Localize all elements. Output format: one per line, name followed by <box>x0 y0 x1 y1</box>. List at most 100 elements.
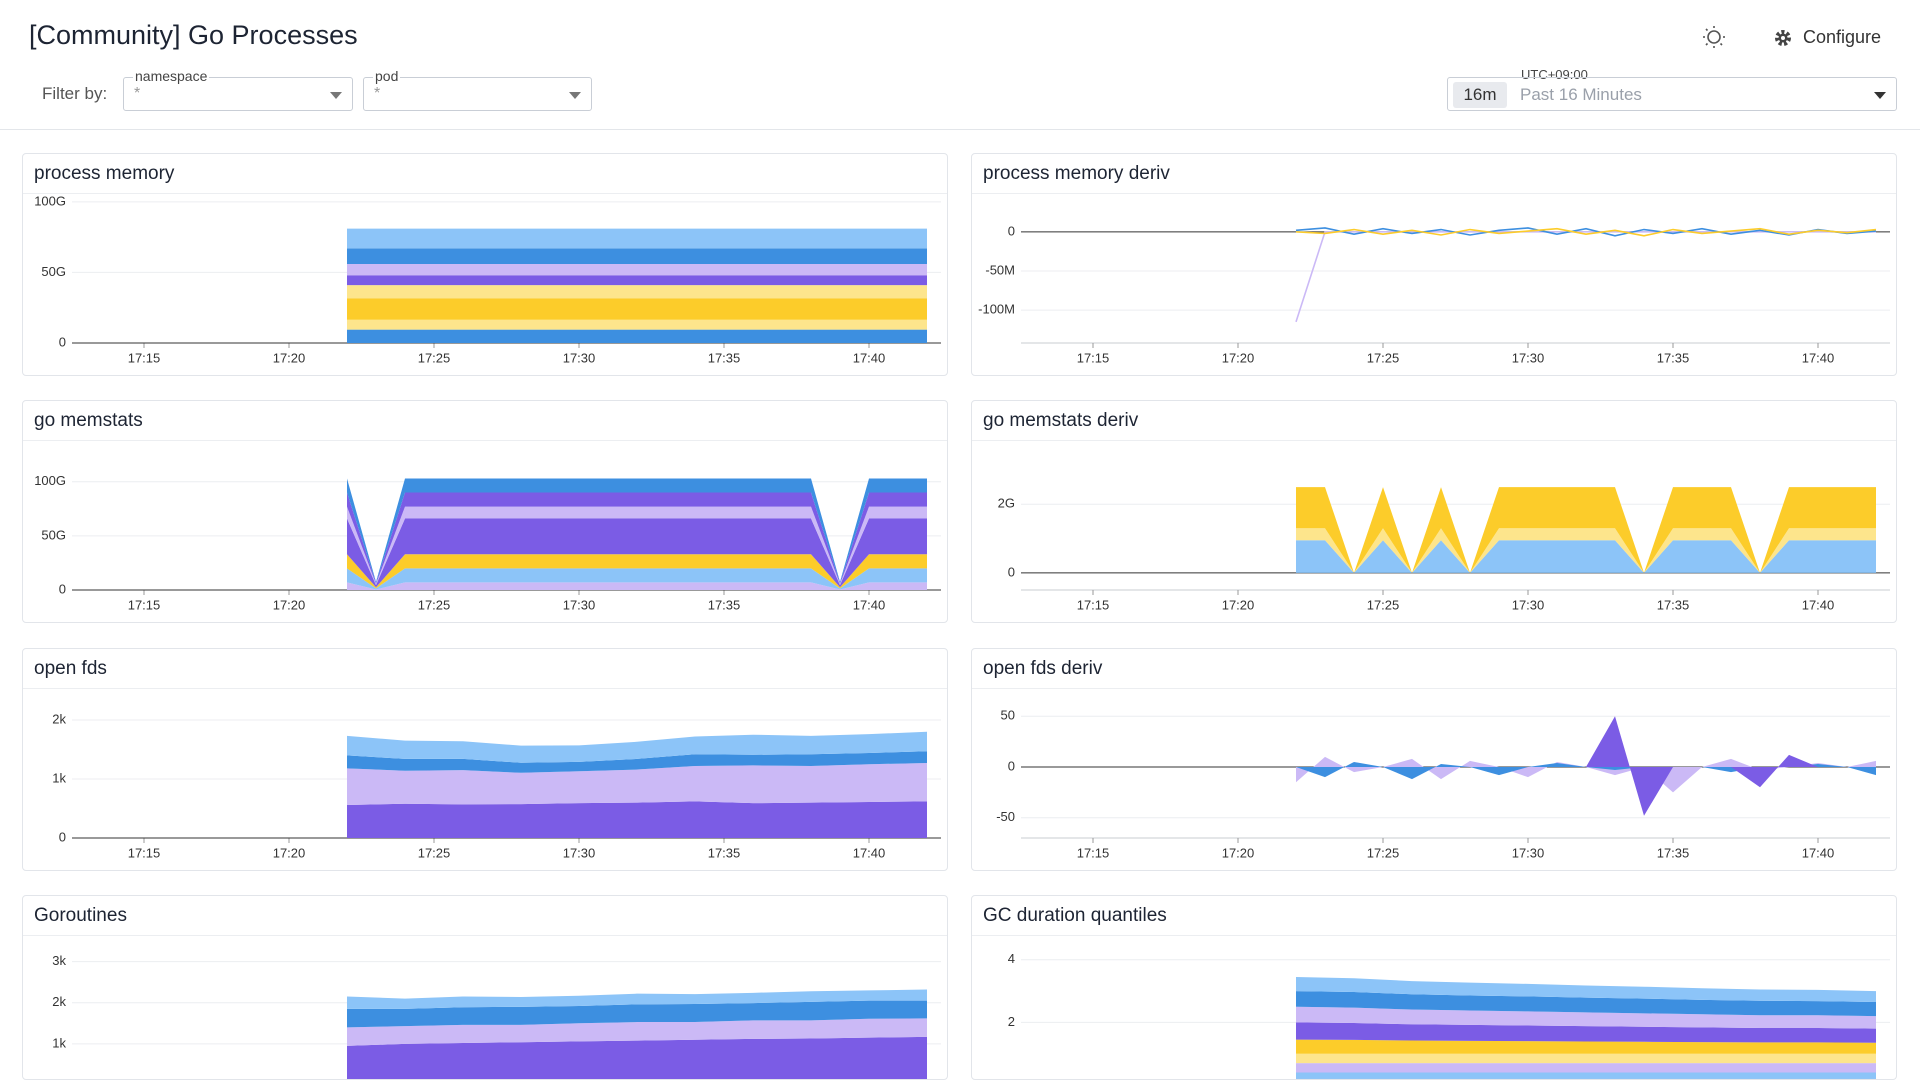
series-group <box>347 478 927 590</box>
x-tick-label: 17:25 <box>418 845 451 860</box>
y-tick-label: 2 <box>1008 1014 1015 1029</box>
x-tick-label: 17:35 <box>708 597 741 612</box>
panel: 17:1517:2017:2517:3017:3517:401k2k3kGoro… <box>22 895 948 1080</box>
area <box>1296 487 1876 573</box>
caret <box>330 92 342 99</box>
area <box>1296 1072 1876 1079</box>
series-group <box>1295 227 1877 323</box>
series-group <box>1296 716 1876 816</box>
y-tick-label: 3k <box>52 953 66 968</box>
area <box>347 275 927 286</box>
chart: 17:15 17:20 17:25 17:30 17:35 17:40 0 50G 100G <box>34 473 941 612</box>
line <box>1295 227 1877 237</box>
area <box>1296 761 1876 780</box>
y-tick-label: 4 <box>1008 951 1015 966</box>
area <box>347 298 927 320</box>
x-tick-label: 17:20 <box>1222 350 1255 365</box>
y-tick-label: 2k <box>52 994 66 1009</box>
y-tick-label: 0 <box>59 581 66 596</box>
y-tick-label: 1k <box>52 770 66 785</box>
namespace-select[interactable]: namespace * <box>123 68 353 111</box>
panel: 17:15 17:20 17:25 17:30 17:35 17:40 50 0 -50 open… <box>971 648 1897 871</box>
panel: 17:15 17:20 17:25 17:30 17:35 17:40 0 2G go mems… <box>971 400 1897 623</box>
x-tick-label: 17:40 <box>1802 845 1835 860</box>
y-tick-label: 0 <box>59 334 66 349</box>
area <box>1296 1006 1876 1029</box>
theme-toggle[interactable] <box>1700 20 1732 52</box>
y-tick-label: 50 <box>1001 708 1015 723</box>
x-tick-label: 17:15 <box>1077 350 1110 365</box>
x-tick-label: 17:15 <box>1077 597 1110 612</box>
y-tick-label: 0 <box>1008 564 1015 579</box>
x-tick-label: 17:30 <box>1512 350 1545 365</box>
area <box>347 731 927 763</box>
caret <box>569 92 581 99</box>
dashboard-title: [Community] Go Processes <box>29 20 358 50</box>
y-tick-label: 2k <box>52 711 66 726</box>
panel-title: process memory deriv <box>972 154 1896 194</box>
y-tick-label: 100G <box>34 473 66 488</box>
gear-icon[interactable] <box>1773 28 1793 48</box>
y-tick-label: -50 <box>996 809 1015 824</box>
panel: 17:15 17:20 17:25 17:30 17:35 17:40 0 1k 2k open … <box>22 648 948 871</box>
area <box>347 478 927 583</box>
area <box>1296 1053 1876 1064</box>
select-value: * <box>374 85 381 102</box>
filter-label: Filter by: <box>42 84 108 103</box>
x-tick-label: 17:35 <box>1657 597 1690 612</box>
select-label: pod <box>373 68 401 84</box>
area <box>347 329 927 343</box>
time-range: Past 16 Minutes <box>1520 85 1642 104</box>
area <box>347 492 927 585</box>
area <box>1296 1063 1876 1073</box>
x-tick-label: 17:35 <box>1657 350 1690 365</box>
pod-select[interactable]: pod * <box>363 68 592 111</box>
x-tick-label: 17:25 <box>1367 350 1400 365</box>
area <box>347 248 927 264</box>
x-tick-label: 17:15 <box>128 845 161 860</box>
area <box>1296 756 1876 793</box>
chart: 17:15 17:20 17:25 17:30 17:35 17:40 0 2G <box>998 487 1890 612</box>
area <box>1296 540 1876 573</box>
y-tick-label: -100M <box>978 302 1015 317</box>
area <box>1296 977 1876 1003</box>
panel-title: GC duration quantiles <box>972 896 1896 936</box>
y-tick-label: 1k <box>52 1035 66 1050</box>
x-tick-label: 17:35 <box>708 845 741 860</box>
area <box>1296 1039 1876 1054</box>
x-tick-label: 17:30 <box>563 597 596 612</box>
configure-button[interactable]: Configure <box>1803 27 1882 47</box>
x-tick-label: 17:40 <box>853 597 886 612</box>
line <box>1295 231 1876 323</box>
series-group <box>347 228 927 343</box>
x-tick-label: 17:30 <box>1512 845 1545 860</box>
x-tick-label: 17:15 <box>1077 845 1110 860</box>
caret <box>1874 92 1886 99</box>
panel: 17:15 17:20 17:25 17:30 17:35 17:40 0 -50M -100M… <box>971 153 1897 376</box>
x-tick-label: 17:30 <box>1512 597 1545 612</box>
area <box>347 285 927 299</box>
area <box>347 319 927 330</box>
x-tick-label: 17:40 <box>1802 597 1835 612</box>
area <box>347 506 927 586</box>
divider <box>0 129 1920 130</box>
series-group <box>1296 487 1876 573</box>
y-tick-label: 50G <box>41 264 66 279</box>
x-tick-label: 17:40 <box>1802 350 1835 365</box>
panel-title: process memory <box>23 154 947 194</box>
time-picker[interactable]: 16m Past 16 Minutes <box>1447 77 1897 111</box>
area <box>347 554 927 589</box>
area <box>347 751 927 773</box>
panel-title: go memstats deriv <box>972 401 1896 441</box>
y-tick-label: 50G <box>41 527 66 542</box>
area <box>347 263 927 276</box>
line <box>1295 227 1877 237</box>
area <box>1296 716 1876 816</box>
select-value: * <box>134 85 141 102</box>
area <box>347 1018 927 1046</box>
panel-title: open fds deriv <box>972 649 1896 689</box>
